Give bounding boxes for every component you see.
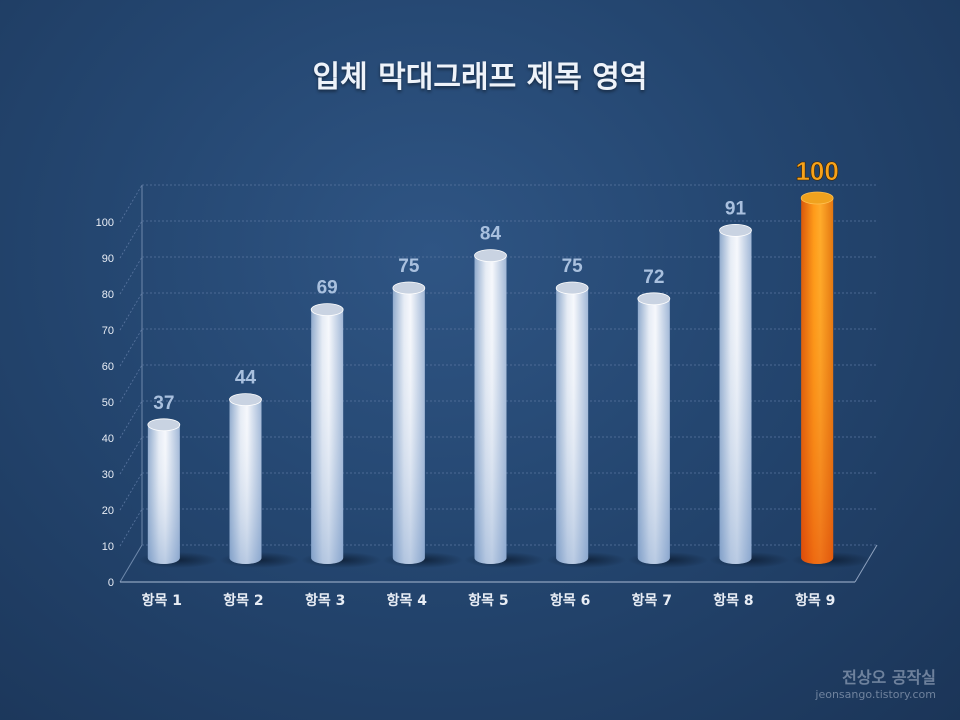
bar-body-shade — [801, 198, 834, 564]
bar — [392, 281, 426, 564]
bar — [310, 303, 344, 564]
bar-top-cap — [310, 303, 344, 317]
value-label: 75 — [562, 256, 584, 277]
bar-top-cap — [229, 393, 262, 407]
y-tick-label: 40 — [102, 433, 114, 445]
gridline-side — [119, 292, 143, 331]
gridline-side — [119, 472, 143, 511]
bar-top-cap — [392, 281, 426, 295]
value-label: 44 — [235, 368, 257, 389]
bar-body-shade — [719, 230, 752, 564]
gridline-side — [119, 508, 143, 547]
value-label: 100 — [795, 156, 838, 186]
chart-title: 입체 막대그래프 제목 영역 — [312, 60, 648, 95]
floor-left-edge — [119, 544, 143, 583]
bar — [637, 292, 671, 564]
x-tick-label: 항목 1 — [142, 592, 182, 609]
y-tick-label: 70 — [102, 325, 114, 337]
value-label: 84 — [480, 224, 502, 245]
bar-top-cap — [474, 249, 507, 263]
bar-body-shade — [311, 309, 344, 564]
bar — [800, 191, 834, 564]
x-tick-label: 항목 5 — [468, 592, 508, 609]
y-tick-label: 20 — [102, 505, 114, 517]
bar-body-shade — [229, 399, 262, 564]
x-tick-label: 항목 6 — [550, 592, 590, 609]
gridline-side — [119, 400, 143, 439]
y-tick-label: 0 — [108, 577, 114, 589]
y-tick-label: 100 — [96, 217, 114, 229]
value-label: 37 — [153, 393, 174, 414]
x-tick-label: 항목 4 — [387, 592, 428, 609]
value-label: 69 — [317, 278, 338, 299]
bar-top-cap — [555, 281, 589, 295]
bar-body-shade — [392, 288, 425, 564]
y-tick-label: 90 — [102, 253, 114, 265]
value-label: 91 — [725, 198, 747, 219]
bar-body-shade — [474, 255, 507, 564]
watermark-url: jeonsango.tistory.com — [815, 688, 936, 701]
y-tick-label: 30 — [102, 469, 114, 481]
x-tick-label: 항목 2 — [223, 592, 263, 609]
bar — [229, 393, 262, 564]
bar-body-shade — [637, 298, 670, 564]
x-tick-label: 항목 3 — [305, 592, 345, 609]
y-tick-label: 60 — [102, 361, 114, 373]
bar-top-cap — [719, 223, 752, 237]
bar-body-shade — [147, 424, 180, 564]
gridline-side — [119, 256, 143, 295]
gridline-side — [119, 184, 143, 223]
bar — [719, 223, 752, 564]
watermark-name: 전상오 공작실 — [842, 668, 936, 687]
gridline-side — [119, 436, 143, 475]
bar-body-shade — [556, 288, 589, 564]
gridline-side — [119, 364, 143, 403]
x-tick-label: 항목 8 — [713, 592, 753, 609]
y-tick-label: 50 — [102, 397, 114, 409]
value-label: 72 — [643, 267, 664, 288]
value-label: 75 — [398, 256, 420, 277]
gridline-side — [119, 220, 143, 259]
bar-top-cap — [637, 292, 671, 306]
bar — [474, 249, 507, 564]
y-tick-label: 10 — [102, 541, 114, 553]
gridline-side — [119, 328, 143, 367]
x-tick-label: 항목 7 — [632, 592, 672, 609]
bar — [555, 281, 589, 564]
bar-top-cap — [800, 191, 834, 205]
y-tick-label: 80 — [102, 289, 114, 301]
bar-top-cap — [147, 418, 181, 432]
bar — [147, 418, 181, 564]
x-tick-label: 항목 9 — [795, 592, 835, 609]
